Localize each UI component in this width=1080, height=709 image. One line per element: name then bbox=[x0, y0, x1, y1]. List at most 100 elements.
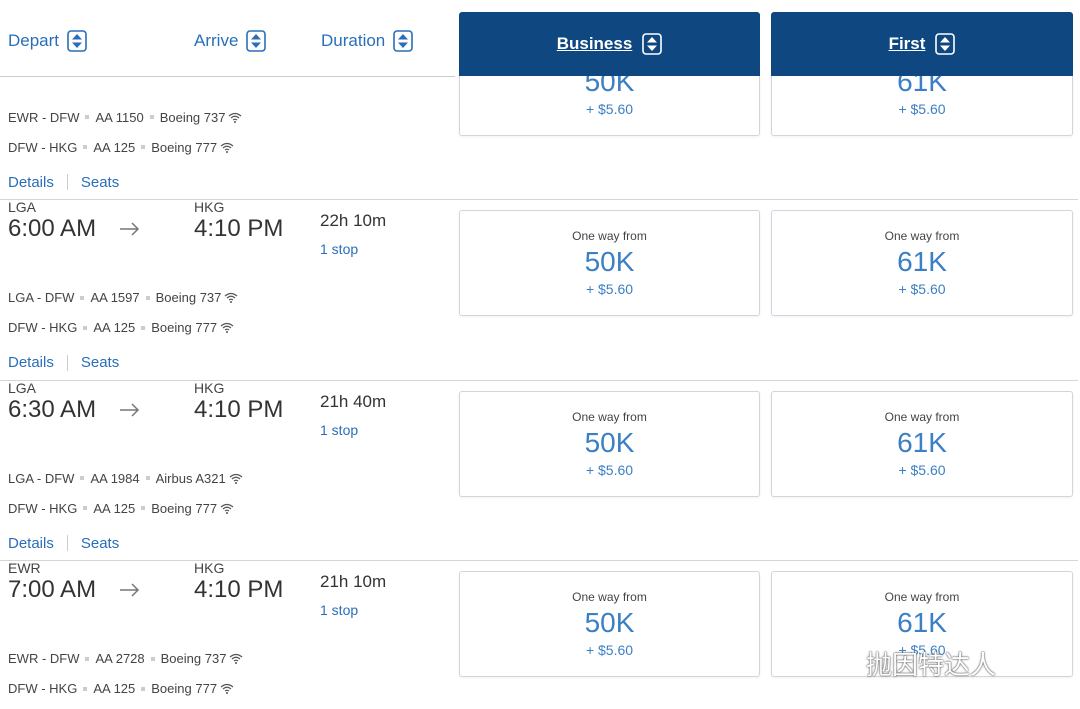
segment: LGA - DFW AA 1597 Boeing 737 bbox=[8, 290, 238, 305]
fare-fee: + $5.60 bbox=[898, 281, 946, 297]
fare-fee: + $5.60 bbox=[585, 461, 634, 478]
fare-label: One way from bbox=[572, 229, 647, 243]
stops[interactable]: 1 stop bbox=[320, 602, 359, 618]
sort-column[interactable]: Depart bbox=[8, 30, 87, 52]
route: LGA - DFW bbox=[8, 470, 75, 486]
arrow bbox=[120, 402, 140, 417]
column-label: Duration bbox=[321, 31, 386, 50]
fare-miles: 61K bbox=[897, 246, 947, 277]
flight-number: AA 1150 bbox=[95, 109, 144, 125]
dot bbox=[141, 686, 146, 691]
fare-fee: + $5.60 bbox=[898, 100, 946, 117]
wifi-icon bbox=[230, 653, 243, 664]
link[interactable]: Details bbox=[8, 534, 54, 552]
wifi-icon bbox=[220, 322, 234, 333]
arrive-time: 4:10 PM bbox=[194, 215, 284, 242]
link[interactable]: Details bbox=[8, 354, 54, 371]
cabin-label: First bbox=[888, 34, 926, 53]
fare-label: One way from bbox=[572, 590, 647, 604]
route: DFW - HKG bbox=[8, 139, 78, 155]
aircraft: Boeing 777 bbox=[151, 139, 218, 155]
sort-icon bbox=[642, 33, 663, 55]
destination: HKG bbox=[194, 560, 225, 576]
dot bbox=[83, 506, 88, 510]
origin: LGA bbox=[8, 199, 37, 215]
link[interactable]: Seats bbox=[80, 354, 120, 371]
route: LGA - DFW bbox=[8, 290, 75, 305]
watermark: 抛因特达人 bbox=[866, 651, 997, 681]
wifi-icon bbox=[220, 503, 234, 514]
sort-column[interactable]: Arrive bbox=[194, 30, 267, 52]
stops[interactable]: 1 stop bbox=[320, 241, 359, 257]
origin: EWR bbox=[8, 560, 41, 576]
fare-box[interactable]: One way from 50K + $5.60 bbox=[459, 210, 760, 316]
dot bbox=[141, 145, 146, 149]
dot bbox=[85, 115, 90, 119]
wifi-icon bbox=[229, 112, 242, 123]
fare-label: One way from bbox=[884, 590, 960, 604]
fare-miles: 50K bbox=[584, 246, 635, 277]
fare-box[interactable]: One way from 61K + $5.60 bbox=[771, 390, 1073, 497]
cabin-header[interactable]: Business bbox=[459, 12, 760, 76]
dot bbox=[80, 476, 85, 480]
divider bbox=[66, 354, 68, 371]
aircraft: Boeing 737 bbox=[155, 290, 222, 305]
row-links: Details Seats bbox=[8, 535, 119, 552]
wifi-icon bbox=[225, 292, 238, 303]
duration: 22h 10m bbox=[320, 211, 387, 230]
depart-time: 6:30 AM bbox=[8, 395, 97, 423]
route: EWR - DFW bbox=[8, 651, 80, 666]
fare-fee: + $5.60 bbox=[898, 642, 946, 658]
link[interactable]: Seats bbox=[80, 534, 120, 552]
segment: DFW - HKG AA 125 Boeing 777 bbox=[8, 681, 234, 696]
destination: HKG bbox=[194, 199, 225, 215]
dot bbox=[83, 686, 88, 691]
column-label: Arrive bbox=[194, 31, 239, 50]
fare-fee: + $5.60 bbox=[585, 642, 634, 658]
fare-label: One way from bbox=[884, 229, 960, 243]
fare-fee: + $5.60 bbox=[585, 281, 634, 297]
sort-icon bbox=[67, 30, 87, 52]
aircraft: Boeing 777 bbox=[151, 320, 218, 335]
flight-number: AA 2728 bbox=[95, 651, 145, 666]
fare-box[interactable]: One way from 61K + $5.60 bbox=[771, 210, 1073, 316]
depart-time: 6:00 AM bbox=[8, 215, 97, 242]
flight-row: LGA 6:00 AM HKG 4:10 PM 22h 10m 1 stop LGA - D… bbox=[0, 199, 1080, 381]
flight-row: EWR 7:00 AM HKG 4:10 PM 21h 10m 1 stop EWR - D… bbox=[0, 560, 1080, 709]
fare-miles: 61K bbox=[897, 607, 947, 638]
segment: DFW - HKG AA 125 Boeing 777 bbox=[8, 501, 234, 516]
aircraft: Airbus A321 bbox=[155, 470, 226, 486]
cabin-header[interactable]: First bbox=[771, 12, 1073, 76]
fare-box[interactable]: One way from 61K + $5.60 bbox=[771, 571, 1073, 677]
divider bbox=[66, 535, 68, 551]
dot bbox=[83, 325, 88, 330]
flight-number: AA 1597 bbox=[90, 290, 140, 305]
stops[interactable]: 1 stop bbox=[320, 421, 359, 438]
wifi-icon bbox=[220, 142, 234, 153]
sort-column[interactable]: Duration bbox=[321, 30, 414, 52]
segment: DFW - HKG AA 125 Boeing 777 bbox=[8, 140, 234, 155]
sort-icon bbox=[935, 33, 956, 55]
link[interactable]: Details bbox=[8, 173, 54, 191]
duration: 21h 10m bbox=[320, 572, 387, 591]
dot bbox=[83, 145, 88, 149]
dot bbox=[85, 656, 90, 661]
fare-box[interactable]: One way from 50K + $5.60 bbox=[459, 390, 760, 497]
duration: 21h 40m bbox=[320, 391, 387, 411]
flight-number: AA 125 bbox=[93, 139, 136, 155]
wifi-icon bbox=[220, 683, 234, 694]
arrow bbox=[120, 222, 140, 236]
origin: LGA bbox=[8, 379, 37, 396]
row-links: Details Seats bbox=[8, 354, 119, 371]
route: DFW - HKG bbox=[8, 320, 78, 335]
cabin-label: Business bbox=[556, 34, 633, 53]
dot bbox=[149, 115, 154, 119]
depart-time: 7:00 AM bbox=[8, 576, 97, 603]
dot bbox=[150, 656, 155, 661]
route: DFW - HKG bbox=[8, 500, 78, 516]
flight-number: AA 125 bbox=[93, 681, 136, 696]
row-separator bbox=[0, 199, 1078, 200]
link[interactable]: Seats bbox=[80, 173, 120, 191]
fare-box[interactable]: One way from 50K + $5.60 bbox=[459, 571, 760, 677]
dot bbox=[145, 476, 150, 480]
